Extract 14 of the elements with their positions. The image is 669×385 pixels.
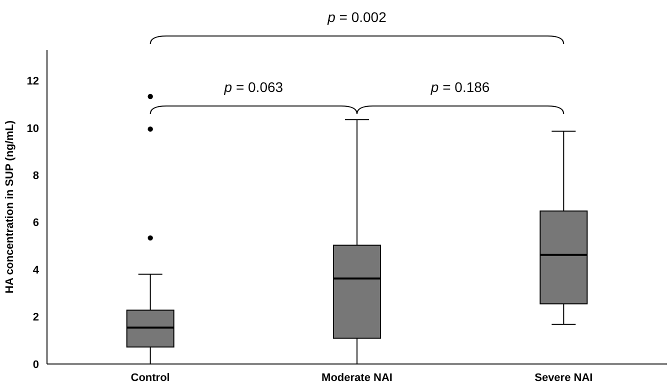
y-tick-label: 4: [32, 264, 40, 276]
y-tick-label: 6: [32, 217, 39, 230]
y-tick-label: 0: [32, 358, 39, 371]
y-tick-label: 2: [32, 312, 39, 324]
x-tick-label: Moderate NAI: [322, 372, 392, 384]
x-tick-label: Severe NAI: [534, 372, 593, 384]
y-axis-title: HA concentration in SUP (ng/mL): [4, 120, 16, 294]
y-tick-label: 8: [32, 170, 39, 182]
x-tick-label: Control: [130, 372, 170, 384]
y-tick-label: 12: [26, 76, 39, 88]
annotation: p = 0.063: [223, 79, 284, 95]
annotation: p = 0.186: [430, 79, 490, 95]
text: p = 0.002: [326, 9, 387, 25]
y-tick-label: 10: [26, 122, 39, 135]
